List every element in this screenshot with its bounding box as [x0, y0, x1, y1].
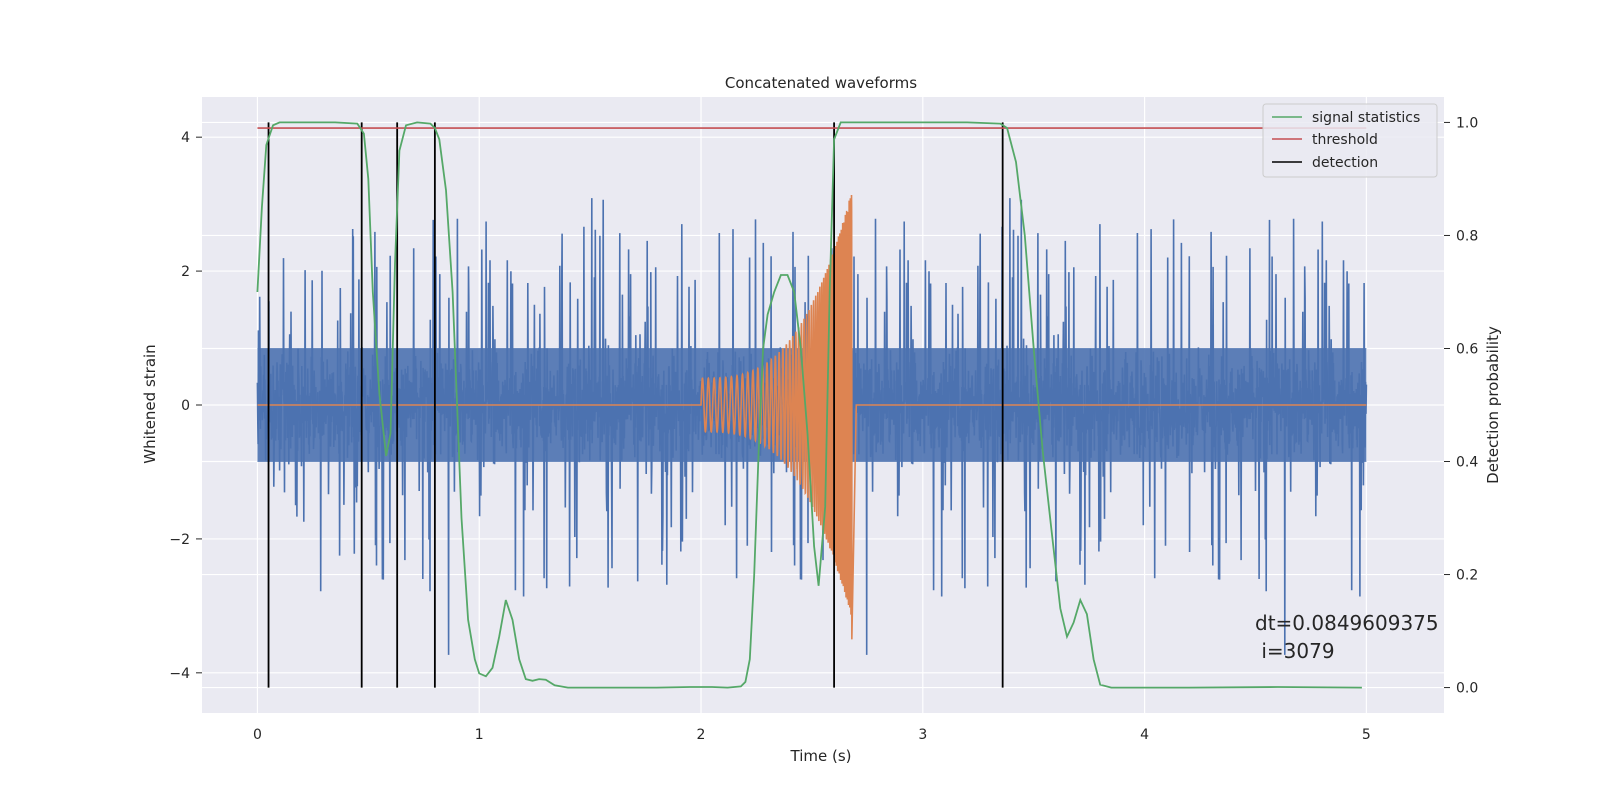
y2-tick-label: 0.2: [1456, 568, 1478, 584]
annotation-dt: dt=0.0849609375: [1255, 611, 1439, 635]
y-tick-label: 4: [181, 130, 190, 146]
template-series: [257, 194, 1367, 640]
y2-axis-label: Detection probability: [1484, 326, 1502, 484]
y2-tick-label: 0.0: [1456, 681, 1478, 697]
y2-tick-label: 0.8: [1456, 228, 1478, 244]
legend-box: [1262, 103, 1438, 178]
signal-statistics-line: [256, 121, 1362, 689]
detection-lines: [267, 122, 1004, 688]
legend: signal statistics threshold detection: [1262, 103, 1438, 178]
y2-tick-label: 0.4: [1456, 455, 1478, 471]
x-tick-label: 1: [475, 727, 484, 743]
x-tick-label: 4: [1140, 727, 1149, 743]
x-axis-label: Time (s): [790, 747, 852, 765]
x-axis-ticks: 0 1 2 3 4 5: [253, 727, 1371, 743]
legend-label-threshold: threshold: [1312, 132, 1378, 148]
y2-tick-label: 1.0: [1456, 115, 1478, 131]
y2-tick-label: 0.6: [1456, 341, 1478, 357]
y-tick-label: 0: [181, 398, 190, 414]
y-axis-ticks: −4 −2 0 2 4: [169, 130, 202, 682]
y-tick-label: −4: [169, 666, 190, 682]
legend-label-detection: detection: [1312, 155, 1378, 171]
y-axis-label: Whitened strain: [141, 344, 159, 463]
x-tick-label: 5: [1362, 727, 1371, 743]
x-tick-label: 2: [697, 727, 706, 743]
x-tick-label: 0: [253, 727, 262, 743]
template-trace: [257, 194, 1367, 640]
chart-title: Concatenated waveforms: [725, 74, 917, 92]
signal-statistics-trace: [256, 121, 1362, 689]
annotation-i: i=3079: [1255, 639, 1335, 663]
y-tick-label: −2: [169, 532, 190, 548]
x-tick-label: 3: [918, 727, 927, 743]
y2-axis-ticks: 0.0 0.2 0.4 0.6 0.8 1.0: [1444, 115, 1478, 697]
legend-label-signal-statistics: signal statistics: [1312, 110, 1420, 126]
y-tick-label: 2: [181, 264, 190, 280]
